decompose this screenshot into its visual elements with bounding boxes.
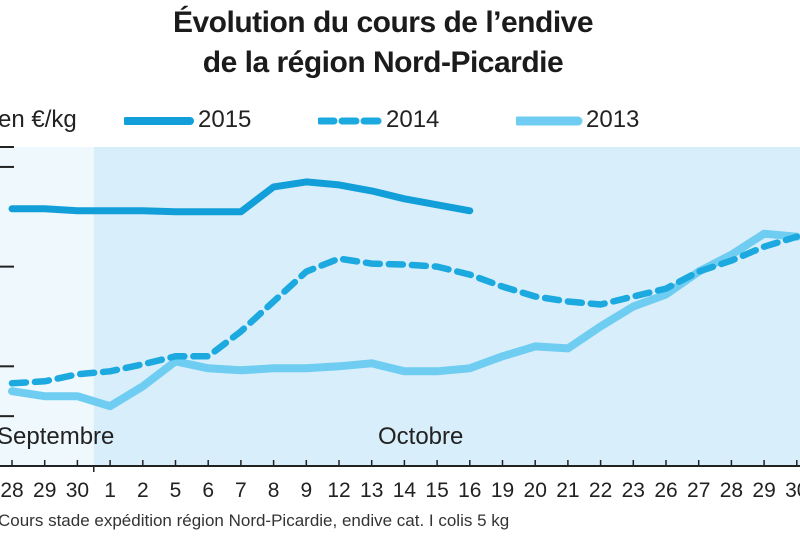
legend-swatch-2015	[124, 117, 194, 125]
x-tick-label-5: 5	[170, 479, 182, 502]
x-tick-label-24: 30	[785, 479, 800, 502]
x-tick-label-15: 19	[491, 479, 514, 502]
x-tick-label-14: 16	[458, 479, 481, 502]
x-tick-label-20: 26	[654, 479, 677, 502]
x-tick-label-12: 14	[393, 479, 417, 502]
x-tick-label-18: 22	[589, 479, 612, 502]
legend-label-2015: 2015	[198, 106, 252, 133]
x-tick-label-17: 21	[556, 479, 579, 502]
month-label-septembre: Septembre	[0, 423, 115, 450]
x-tick-label-0: 28	[0, 479, 23, 502]
chart-title-line-2: de la région Nord-Picardie	[202, 46, 564, 79]
plot-background-septembre	[0, 147, 94, 466]
legend-swatch-2013	[516, 116, 583, 126]
y-axis-unit-label: en €/kg	[0, 106, 77, 133]
x-tick-label-13: 15	[425, 479, 448, 502]
series-line-2015	[8, 178, 474, 216]
x-tick-label-7: 7	[235, 479, 247, 502]
x-tick-label-6: 6	[202, 479, 214, 502]
x-tick-label-8: 8	[268, 479, 280, 502]
x-tick-label-9: 9	[300, 479, 312, 502]
x-tick-label-23: 29	[752, 479, 775, 502]
x-tick-label-3: 1	[104, 479, 116, 502]
legend-label-2013: 2013	[586, 106, 640, 133]
x-tick-label-2: 30	[66, 479, 89, 502]
plot-background-octobre	[93, 147, 800, 466]
x-tick-label-19: 23	[622, 479, 645, 502]
legend-label-2014: 2014	[386, 106, 440, 133]
x-tick-label-21: 27	[687, 479, 710, 502]
x-tick-label-4: 2	[137, 479, 149, 502]
legend-swatch-2014	[318, 117, 382, 125]
x-tick-label-1: 29	[33, 479, 56, 502]
chart-footnote: Cours stade expédition région Nord-Picar…	[0, 511, 510, 530]
x-tick-label-16: 20	[524, 479, 547, 502]
month-label-octobre: Octobre	[378, 423, 464, 450]
x-tick-label-22: 28	[720, 479, 743, 502]
x-tick-label-11: 13	[360, 479, 383, 502]
series-line-2013	[8, 229, 800, 411]
x-tick-label-10: 12	[327, 479, 350, 502]
series-line-2014	[8, 233, 800, 387]
chart-title-line-1: Évolution du cours de l’endive	[172, 6, 594, 39]
